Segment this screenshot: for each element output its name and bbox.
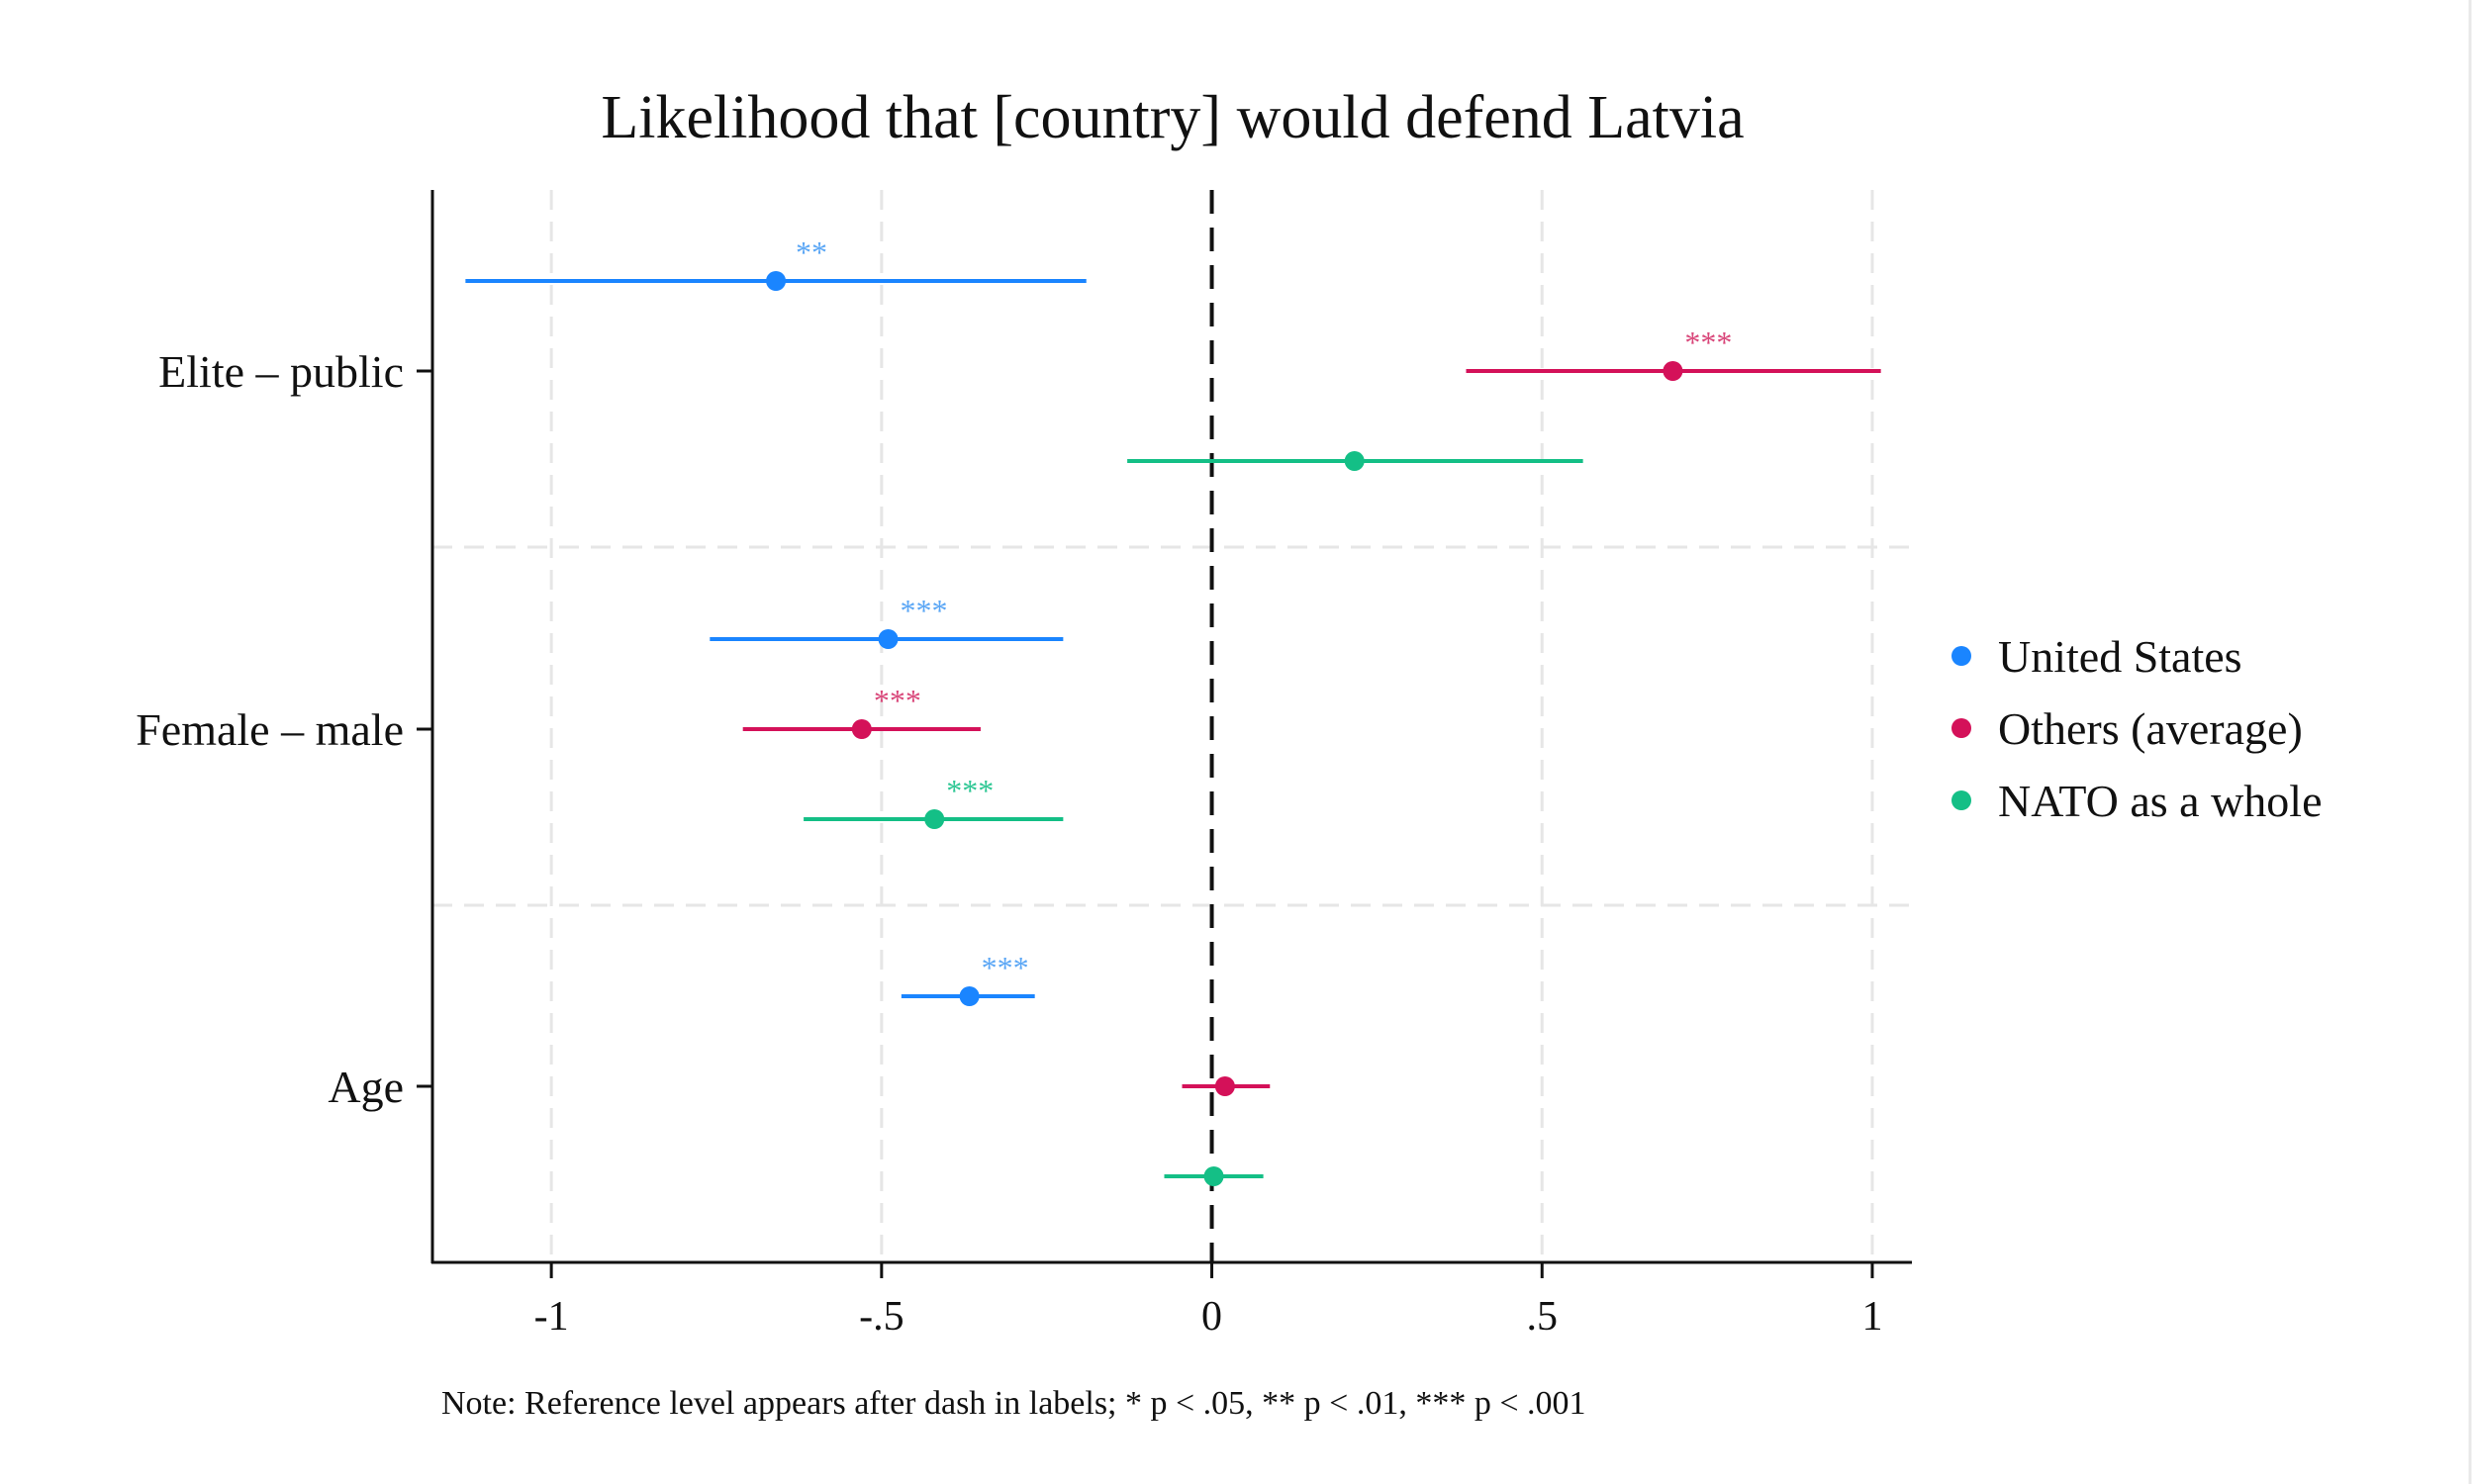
series-others-average: *** ***: [742, 325, 1881, 1096]
grid: [432, 190, 1918, 1262]
x-tick-label: -1: [534, 1294, 569, 1340]
legend-marker: [1951, 646, 1971, 666]
significance-label: **: [796, 234, 827, 270]
x-tick-label: -.5: [859, 1294, 904, 1340]
legend-label: NATO as a whole: [1998, 776, 2322, 826]
legend-marker: [1951, 718, 1971, 738]
significance-label: ***: [946, 773, 994, 808]
axes: -1 -.5 0 .5 1 Elite – public Female – male Age: [136, 190, 1912, 1340]
significance-label: ***: [1684, 325, 1732, 360]
legend-marker: [1951, 790, 1971, 810]
point-estimate: [924, 809, 945, 829]
legend-label: Others (average): [1998, 703, 2303, 754]
plot-marks: *****************: [465, 234, 1881, 1186]
y-category-label: Age: [328, 1062, 404, 1112]
y-category-label: Elite – public: [158, 346, 404, 397]
point-estimate: [1344, 451, 1365, 471]
point-estimate: [878, 629, 899, 649]
y-category-label: Female – male: [136, 704, 404, 755]
point-estimate: [766, 271, 787, 291]
x-tick-label: .5: [1527, 1294, 1559, 1340]
point-estimate: [1203, 1166, 1224, 1186]
point-estimate: [851, 719, 872, 739]
significance-label: ***: [982, 950, 1029, 985]
point-estimate: [1214, 1076, 1235, 1096]
chart-note: Note: Reference level appears after dash…: [441, 1385, 1586, 1422]
series-nato-as-a-whole: ***: [804, 451, 1583, 1186]
series-united-states: ********: [465, 234, 1087, 1006]
point-estimate: [1663, 361, 1683, 381]
chart-title: Likelihood that [country] would defend L…: [601, 84, 1744, 151]
x-tick-label: 0: [1201, 1294, 1222, 1340]
significance-label: ***: [874, 683, 921, 718]
legend-label: United States: [1998, 631, 2242, 682]
point-estimate: [959, 986, 980, 1006]
x-tick-label: 1: [1861, 1294, 1882, 1340]
legend: United States Others (average) NATO as a w…: [1951, 631, 2322, 826]
significance-label: ***: [901, 593, 948, 628]
